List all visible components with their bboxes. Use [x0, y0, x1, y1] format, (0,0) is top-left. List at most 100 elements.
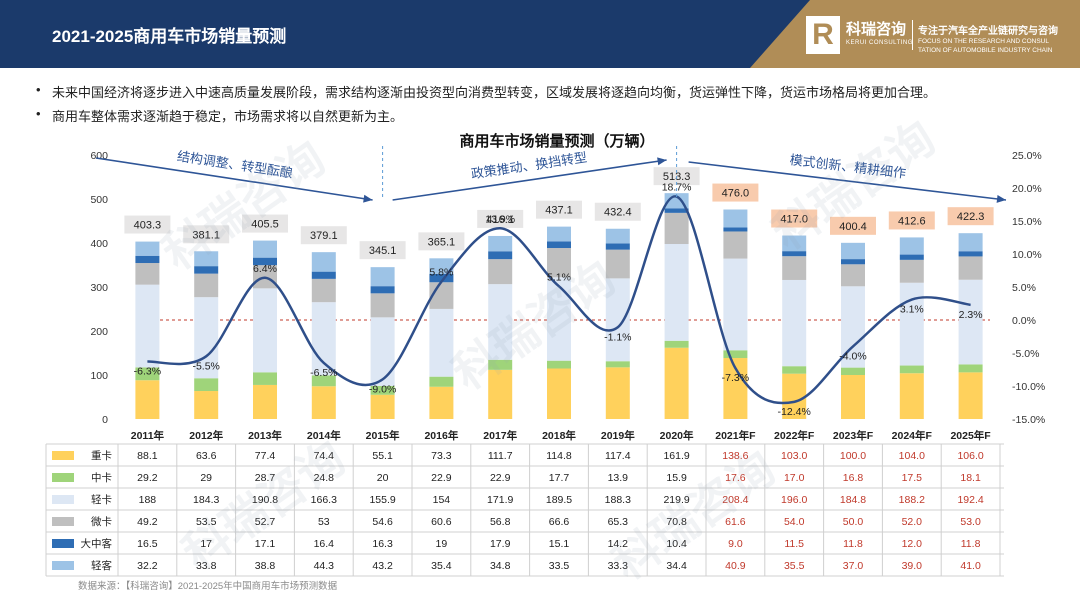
bar-segment-bus [782, 251, 807, 257]
table-row-label: 轻客 [91, 559, 112, 572]
table-cell: 40.9 [725, 560, 746, 572]
header-bar: 2021-2025商用车市场销量预测 R 科瑞咨询 KERUI CONSULTI… [0, 0, 1080, 68]
x-axis-category-label: 2018年 [542, 429, 576, 442]
table-cell: 11.5 [784, 538, 804, 550]
table-cell: 17.9 [490, 538, 511, 550]
table-cell: 190.8 [252, 494, 278, 506]
bar-segment-mini [311, 278, 336, 303]
bar-segment-bus [899, 254, 924, 260]
bar-segment-heavy [605, 367, 630, 419]
table-cell: 65.3 [608, 516, 629, 528]
table-cell: 35.4 [431, 560, 452, 572]
table-cell: 17.0 [784, 472, 805, 484]
table-cell: 192.4 [957, 494, 983, 506]
table-cell: 41.0 [960, 560, 981, 572]
total-label-box [183, 225, 230, 244]
table-cell: 39.0 [902, 560, 923, 572]
bar-segment-mini [782, 256, 807, 280]
total-label: 345.1 [369, 245, 397, 257]
total-label: 432.4 [604, 207, 632, 219]
bar-segment-heavy [194, 391, 219, 419]
growth-rate-label: -6.3% [134, 366, 161, 378]
table-cell: 52.0 [902, 516, 923, 528]
total-label: 476.0 [722, 188, 750, 200]
total-label-box [712, 183, 759, 202]
bar-segment-mini [605, 249, 630, 279]
y2-axis-tick-label: -5.0% [1012, 348, 1039, 360]
table-row-label: 中卡 [91, 471, 112, 484]
table-cell: 28.7 [255, 472, 276, 484]
y2-axis-tick-label: 0.0% [1012, 315, 1036, 327]
y-axis-tick-label: 100 [90, 370, 108, 382]
bullet-item: • 未来中国经济将逐步进入中速高质量发展阶段，需求结构逐渐由投资型向消费型转变，… [36, 82, 936, 101]
table-cell: 117.4 [605, 450, 631, 462]
chart-title: 商用车市场销量预测（万辆） [459, 132, 654, 150]
table-cell: 66.6 [549, 516, 570, 528]
x-axis-category-label: 2024年F [892, 429, 933, 442]
table-cell: 56.8 [490, 516, 511, 528]
x-axis-category-label: 2023年F [833, 429, 874, 442]
bar-segment-light [782, 279, 807, 367]
bar-segment-mini [194, 273, 219, 298]
phase-arrow-line [392, 159, 667, 201]
y-axis-tick-label: 200 [90, 326, 108, 338]
total-label-box [477, 209, 524, 228]
bar-segment-medium [782, 366, 807, 374]
growth-rate-label: 2.3% [959, 309, 983, 321]
table-cell: 166.3 [311, 494, 337, 506]
x-axis-category-label: 2012年 [189, 429, 223, 442]
legend-swatch-heavy [52, 451, 74, 460]
bar-segment-mini [664, 212, 689, 245]
x-axis-category-label: 2017年 [483, 429, 517, 442]
bar-segment-mini [370, 293, 395, 318]
brand-name: 科瑞咨询 [846, 21, 907, 38]
table-cell: 104.0 [899, 450, 925, 462]
total-label: 379.1 [310, 230, 338, 242]
legend-swatch-mini [52, 517, 74, 526]
brand-divider [912, 20, 913, 50]
table-cell: 103.0 [781, 450, 807, 462]
x-axis-category-label: 2019年 [601, 429, 635, 442]
table-cell: 15.1 [549, 538, 570, 550]
phase-label: 政策推动、换挡转型 [470, 150, 588, 182]
table-cell: 77.4 [255, 450, 276, 462]
table-cell: 11.8 [843, 538, 863, 550]
table-cell: 17.1 [255, 538, 276, 550]
bar-segment-medium [429, 376, 454, 387]
total-label: 437.1 [545, 205, 573, 217]
bar-segment-light [723, 258, 748, 351]
total-label: 400.4 [839, 221, 867, 233]
table-cell: 44.3 [314, 560, 335, 572]
phase-arrow-head [657, 157, 667, 166]
table-cell: 9.0 [728, 538, 743, 550]
bar-segment-heavy [899, 373, 924, 419]
bar-segment-lightbus [194, 251, 219, 267]
total-label: 365.1 [428, 236, 456, 248]
table-cell: 219.9 [663, 494, 689, 506]
total-label-box [594, 202, 641, 221]
bar-segment-medium [547, 360, 571, 369]
table-cell: 13.9 [608, 472, 629, 484]
brand-name-en: KERUI CONSULTING [846, 40, 913, 46]
growth-rate-label: -5.5% [192, 360, 219, 372]
y2-axis-tick-label: 25.0% [1012, 150, 1042, 162]
phase-arrow-line [688, 161, 1007, 201]
table-cell: 154 [433, 494, 451, 506]
bar-segment-heavy [253, 384, 277, 419]
bar-segment-light [958, 279, 983, 365]
bar-segment-light [547, 277, 571, 361]
bar-segment-lightbus [605, 228, 630, 244]
bar-segment-bus [370, 286, 395, 294]
table-cell: 63.6 [196, 450, 217, 462]
bar-segment-bus [958, 251, 983, 257]
table-cell: 24.8 [314, 472, 335, 484]
table-cell: 196.0 [781, 494, 807, 506]
table-row-label: 重卡 [91, 449, 112, 462]
phase-arrow-head [363, 194, 373, 203]
x-axis-category-label: 2016年 [424, 429, 458, 442]
table-cell: 29.2 [137, 472, 158, 484]
x-axis-category-label: 2022年F [774, 429, 815, 442]
table-cell: 16.8 [843, 472, 864, 484]
total-label: 405.5 [251, 219, 279, 231]
bar-segment-medium [253, 372, 277, 385]
